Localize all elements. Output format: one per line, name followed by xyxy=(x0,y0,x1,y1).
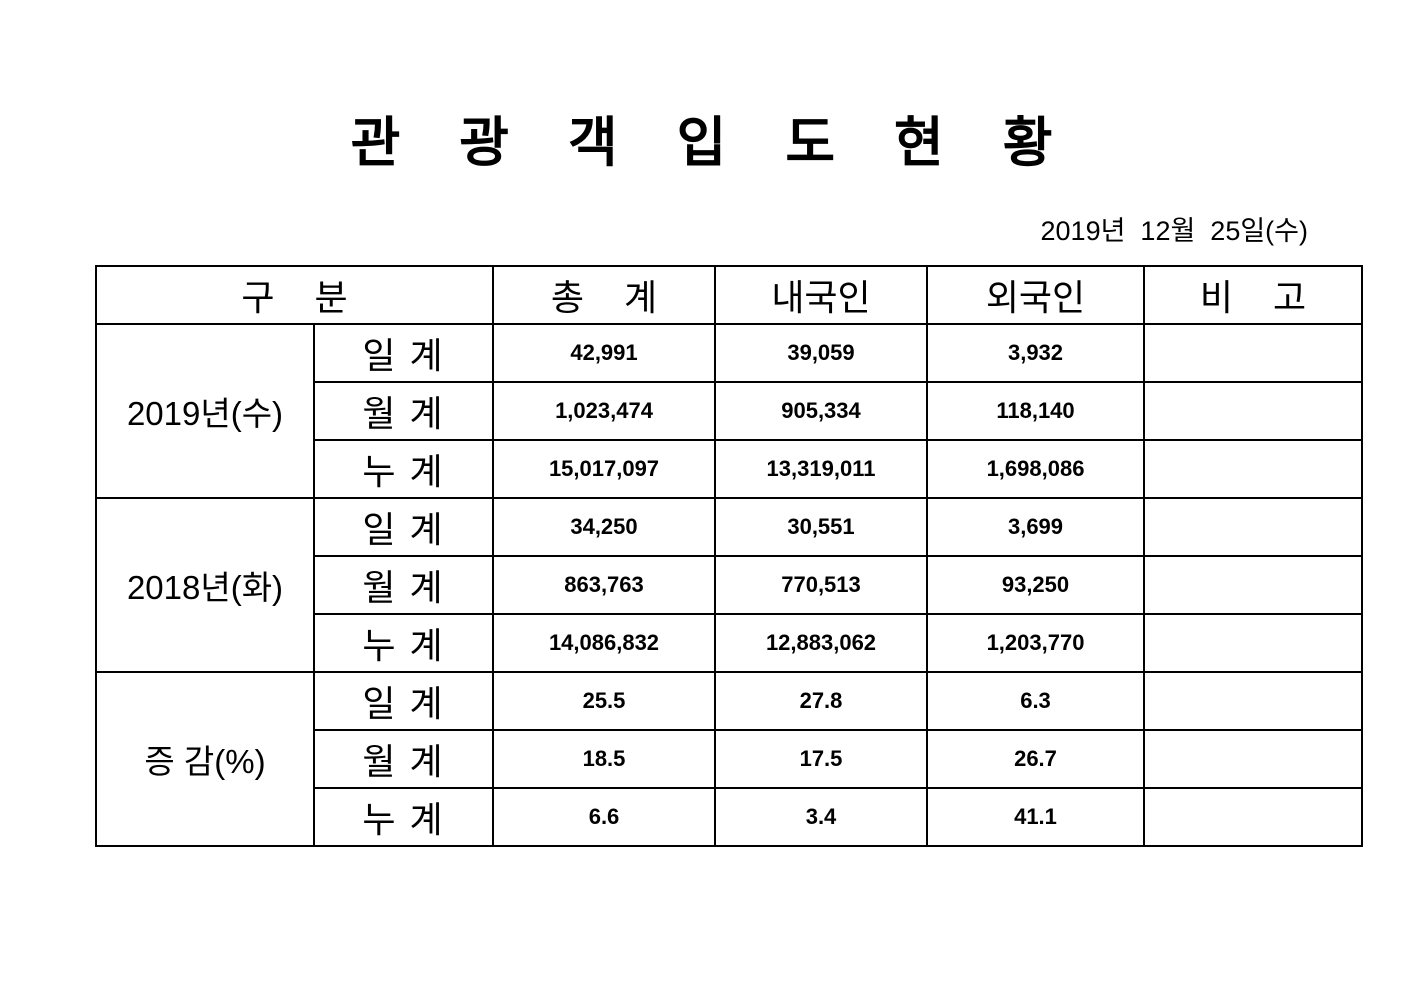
cell-remarks xyxy=(1143,613,1363,673)
cell-foreign: 118,140 xyxy=(926,381,1145,441)
row-label-daily: 일 계 xyxy=(313,671,494,731)
cell-foreign: 3,932 xyxy=(926,323,1145,383)
cell-total: 34,250 xyxy=(492,497,716,557)
cell-remarks xyxy=(1143,555,1363,615)
cell-total: 42,991 xyxy=(492,323,716,383)
cell-domestic: 13,319,011 xyxy=(714,439,928,499)
header-category: 구 분 xyxy=(95,265,494,325)
cell-total: 1,023,474 xyxy=(492,381,716,441)
cell-foreign: 41.1 xyxy=(926,787,1145,847)
group-label-2018: 2018년(화) xyxy=(95,497,315,673)
row-label-cumulative: 누 계 xyxy=(313,787,494,847)
cell-foreign: 93,250 xyxy=(926,555,1145,615)
cell-remarks xyxy=(1143,497,1363,557)
group-label-2019: 2019년(수) xyxy=(95,323,315,499)
cell-remarks xyxy=(1143,381,1363,441)
table-row: 2018년(화) 일 계 34,250 30,551 3,699 xyxy=(95,497,1363,673)
cell-total: 14,086,832 xyxy=(492,613,716,673)
cell-domestic: 12,883,062 xyxy=(714,613,928,673)
table-row: 월 계 18.5 17.5 26.7 xyxy=(96,729,1363,789)
header-domestic: 내국인 xyxy=(714,265,928,325)
cell-foreign: 6.3 xyxy=(926,671,1145,731)
cell-domestic: 905,334 xyxy=(714,381,928,441)
cell-remarks xyxy=(1143,729,1363,789)
row-label-monthly: 월 계 xyxy=(313,555,494,615)
table-row: 2019년(수) 일 계 42,991 39,059 3,932 xyxy=(95,323,1363,499)
row-label-cumulative: 누 계 xyxy=(313,613,494,673)
row-label-monthly: 월 계 xyxy=(313,729,494,789)
cell-domestic: 30,551 xyxy=(714,497,928,557)
header-foreign: 외국인 xyxy=(926,265,1145,325)
report-date: 2019년 12월 25일(수) xyxy=(1040,216,1308,246)
cell-foreign: 1,698,086 xyxy=(926,439,1145,499)
cell-remarks xyxy=(1143,787,1363,847)
cell-domestic: 27.8 xyxy=(714,671,928,731)
cell-domestic: 3.4 xyxy=(714,787,928,847)
cell-total: 18.5 xyxy=(492,729,716,789)
header-total: 총 계 xyxy=(492,265,716,325)
cell-remarks xyxy=(1143,439,1363,499)
table-row: 월 계 863,763 770,513 93,250 xyxy=(96,555,1363,615)
header-row: 구 분 총 계 내국인 외국인 비 고 xyxy=(95,265,1363,325)
cell-total: 6.6 xyxy=(492,787,716,847)
cell-foreign: 1,203,770 xyxy=(926,613,1145,673)
row-label-monthly: 월 계 xyxy=(313,381,494,441)
table-row: 증 감(%) 일 계 25.5 27.8 6.3 xyxy=(95,671,1363,847)
cell-remarks xyxy=(1143,671,1363,731)
row-label-daily: 일 계 xyxy=(313,497,494,557)
header-remarks: 비 고 xyxy=(1143,265,1363,325)
table-row: 누 계 15,017,097 13,319,011 1,698,086 xyxy=(96,439,1363,499)
cell-foreign: 3,699 xyxy=(926,497,1145,557)
cell-domestic: 17.5 xyxy=(714,729,928,789)
cell-total: 863,763 xyxy=(492,555,716,615)
row-label-cumulative: 누 계 xyxy=(313,439,494,499)
row-label-daily: 일 계 xyxy=(313,323,494,383)
cell-domestic: 770,513 xyxy=(714,555,928,615)
cell-foreign: 26.7 xyxy=(926,729,1145,789)
cell-total: 15,017,097 xyxy=(492,439,716,499)
group-label-change: 증 감(%) xyxy=(95,671,315,847)
cell-remarks xyxy=(1143,323,1363,383)
tourist-arrivals-table: 구 분 총 계 내국인 외국인 비 고 2019년(수) 일 계 42,991 … xyxy=(95,265,1363,847)
cell-total: 25.5 xyxy=(492,671,716,731)
table-row: 월 계 1,023,474 905,334 118,140 xyxy=(96,381,1363,441)
cell-domestic: 39,059 xyxy=(714,323,928,383)
table-row: 누 계 14,086,832 12,883,062 1,203,770 xyxy=(96,613,1363,673)
table-row: 누 계 6.6 3.4 41.1 xyxy=(96,787,1363,847)
page-title: 관 광 객 입 도 현 황 xyxy=(350,113,1075,173)
